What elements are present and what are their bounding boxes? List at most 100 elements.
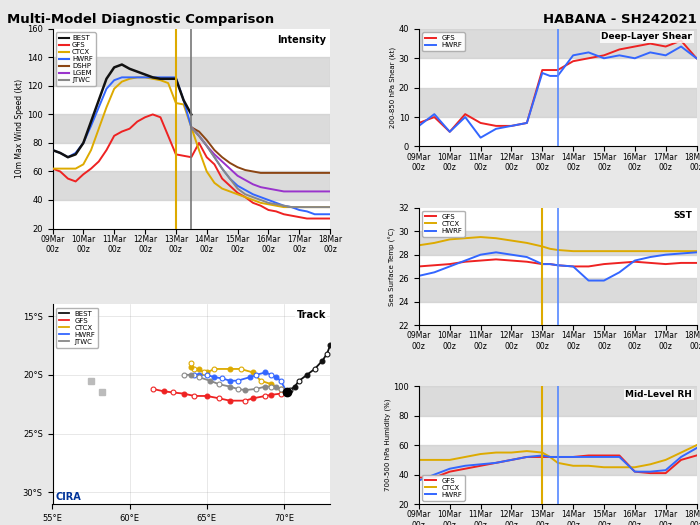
HWRF — [272, 374, 280, 380]
CTCX — [477, 451, 485, 457]
GFS — [546, 454, 554, 460]
HWRF — [492, 460, 500, 466]
GFS — [508, 123, 516, 129]
CTCX — [199, 369, 208, 375]
GFS — [283, 390, 291, 396]
GFS — [692, 260, 700, 266]
CTCX — [446, 457, 454, 463]
HWRF — [276, 377, 285, 384]
GFS — [276, 391, 285, 397]
Legend: BEST, GFS, CTCX, HWRF, JTWC: BEST, GFS, CTCX, HWRF, JTWC — [56, 308, 99, 348]
GFS — [538, 261, 547, 267]
CTCX — [187, 363, 195, 370]
CTCX — [237, 366, 245, 372]
CTCX — [430, 240, 438, 246]
Text: CIRA: CIRA — [55, 492, 81, 502]
CTCX — [554, 247, 562, 253]
HWRF — [508, 123, 516, 129]
HWRF — [631, 257, 639, 264]
BEST — [295, 377, 303, 384]
CTCX — [569, 248, 577, 254]
GFS — [600, 453, 608, 459]
GFS — [414, 120, 423, 126]
HWRF — [569, 52, 577, 58]
CTCX — [461, 454, 470, 460]
CTCX — [187, 360, 195, 366]
BEST — [323, 351, 331, 357]
CTCX — [283, 390, 291, 396]
Line: HWRF: HWRF — [419, 47, 696, 138]
GFS — [492, 460, 500, 466]
JTWC — [252, 386, 260, 392]
CTCX — [414, 457, 423, 463]
HWRF — [233, 377, 242, 384]
GFS — [225, 397, 234, 404]
GFS — [615, 46, 624, 52]
CTCX — [276, 386, 285, 392]
GFS — [646, 470, 654, 476]
CTCX — [461, 235, 470, 242]
GFS — [646, 260, 654, 266]
Bar — [52, 172, 330, 200]
HWRF — [600, 454, 608, 460]
HWRF — [261, 369, 270, 375]
JTWC — [233, 386, 242, 392]
HWRF — [546, 454, 554, 460]
GFS — [446, 129, 454, 135]
GFS — [461, 111, 470, 117]
GFS — [692, 453, 700, 459]
Legend: GFS, CTCX, HWRF: GFS, CTCX, HWRF — [422, 475, 465, 500]
GFS — [662, 261, 670, 267]
GFS — [662, 470, 670, 476]
HWRF — [508, 457, 516, 463]
Text: HABANA - SH242021: HABANA - SH242021 — [542, 13, 696, 26]
CTCX — [430, 457, 438, 463]
HWRF — [662, 467, 670, 474]
CTCX — [267, 381, 276, 387]
HWRF — [283, 390, 291, 396]
HWRF — [523, 120, 531, 126]
BEST — [311, 366, 319, 372]
GFS — [538, 67, 547, 73]
Y-axis label: 700-500 hPa Humidity (%): 700-500 hPa Humidity (%) — [384, 399, 391, 491]
Text: Multi-Model Diagnostic Comparison: Multi-Model Diagnostic Comparison — [7, 13, 274, 26]
HWRF — [492, 249, 500, 256]
GFS — [169, 390, 177, 396]
HWRF — [584, 277, 593, 284]
GFS — [631, 468, 639, 475]
HWRF — [225, 377, 234, 384]
HWRF — [569, 264, 577, 270]
HWRF — [692, 55, 700, 61]
Bar — [419, 278, 696, 302]
CTCX — [615, 248, 624, 254]
GFS — [569, 58, 577, 65]
GFS — [477, 463, 485, 469]
GFS — [414, 475, 423, 481]
Line: GFS: GFS — [419, 40, 696, 132]
Line: CTCX: CTCX — [419, 237, 696, 251]
Legend: BEST, GFS, CTCX, HWRF, DSHP, LGEM, JTWC: BEST, GFS, CTCX, HWRF, DSHP, LGEM, JTWC — [56, 33, 96, 86]
GFS — [600, 261, 608, 267]
GFS — [677, 37, 685, 44]
HWRF — [677, 250, 685, 257]
CTCX — [677, 248, 685, 254]
CTCX — [600, 464, 608, 470]
GFS — [523, 259, 531, 265]
CTCX — [662, 457, 670, 463]
HWRF — [646, 49, 654, 56]
HWRF — [546, 261, 554, 267]
GFS — [190, 393, 199, 399]
CTCX — [631, 248, 639, 254]
GFS — [584, 264, 593, 270]
GFS — [677, 260, 685, 266]
GFS — [584, 55, 593, 61]
GFS — [523, 454, 531, 460]
GFS — [538, 454, 547, 460]
JTWC — [261, 383, 270, 390]
HWRF — [677, 44, 685, 50]
Text: Deep-Layer Shear: Deep-Layer Shear — [601, 33, 692, 41]
CTCX — [256, 377, 265, 384]
CTCX — [546, 454, 554, 460]
Text: Track: Track — [297, 310, 326, 320]
GFS — [523, 120, 531, 126]
